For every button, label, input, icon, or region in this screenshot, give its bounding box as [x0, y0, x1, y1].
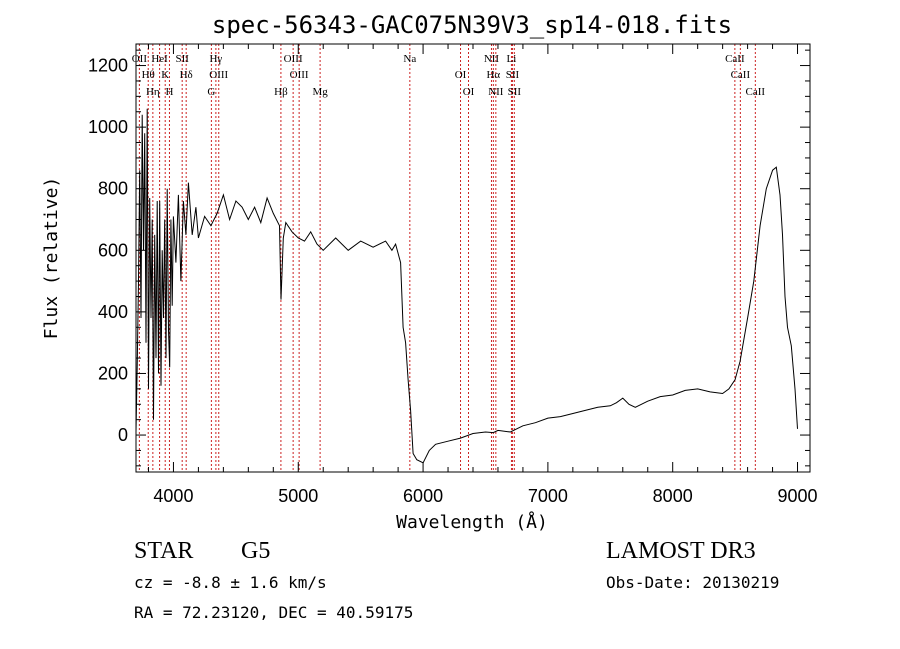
- spectral-line-label: NII: [488, 86, 504, 98]
- velocity-readout: cz = -8.8 ± 1.6 km/s: [134, 573, 327, 592]
- spectral-line-label: Hγ: [209, 53, 222, 65]
- x-tick-label: 9000: [777, 486, 817, 506]
- spectrum-series-line: [135, 108, 798, 464]
- x-axis-label: Wavelength (Å): [396, 511, 548, 533]
- survey-name: LAMOST DR3: [606, 538, 756, 564]
- spectral-line-label: SII: [508, 86, 522, 98]
- chart-title: spec-56343-GAC075N39V3_sp14-018.fits: [212, 11, 732, 39]
- spectral-line-label: CaII: [725, 53, 745, 65]
- x-tick-label: 5000: [278, 486, 318, 506]
- x-tick-label: 6000: [403, 486, 443, 506]
- spectral-line-label: CaII: [731, 69, 751, 81]
- x-tick-label: 7000: [528, 486, 568, 506]
- spectral-line-label: OIII: [209, 69, 228, 81]
- spectral-line-label: NII: [484, 53, 500, 65]
- y-axis-ticks: 0 200 400 600 800 1000 1200: [88, 49, 810, 467]
- spectral-line-label: SII: [506, 69, 520, 81]
- spectral-line-label: OIII: [284, 53, 303, 65]
- spectral-line-markers: [138, 44, 756, 472]
- x-tick-label: 8000: [653, 486, 693, 506]
- spectral-line-label: OIII: [290, 69, 309, 81]
- spectral-line-label: G: [207, 86, 215, 98]
- spectral-line-label: H: [165, 86, 173, 98]
- y-tick-label: 1200: [88, 56, 128, 76]
- spectral-line-label: Mg: [312, 86, 328, 98]
- plot-frame: [135, 43, 811, 473]
- spectral-line-label: Li: [507, 53, 517, 65]
- y-tick-label: 400: [98, 302, 128, 322]
- y-tick-label: 200: [98, 363, 128, 383]
- x-tick-label: 4000: [153, 486, 193, 506]
- spectral-line-label: OI: [455, 69, 467, 81]
- spectral-line-labels: OIIHθHηHeIKHSIIHδGHγOIIIHβOIIIOIIIMgNaOI…: [132, 53, 766, 98]
- object-subclass: G5: [241, 538, 271, 564]
- spectral-line-label: SII: [175, 53, 189, 65]
- y-tick-label: 800: [98, 179, 128, 199]
- object-class: STAR: [134, 538, 194, 564]
- spectral-line-label: OI: [463, 86, 475, 98]
- spectral-line-label: Hα: [486, 69, 500, 81]
- spectral-line-label: OII: [132, 53, 148, 65]
- spectral-line-label: Na: [403, 53, 416, 65]
- y-tick-label: 1000: [88, 117, 128, 137]
- y-axis-label: Flux (relative): [41, 177, 62, 340]
- spectral-line-label: Hθ: [142, 69, 155, 81]
- coordinates-readout: RA = 72.23120, DEC = 40.59175: [134, 603, 414, 622]
- spectral-line-label: Hη: [146, 86, 160, 98]
- spectral-line-label: Hδ: [180, 69, 193, 81]
- y-tick-label: 0: [118, 425, 128, 445]
- spectral-line-label: K: [161, 69, 169, 81]
- spectral-line-label: HeI: [151, 53, 168, 65]
- x-axis-ticks: 4000 5000 6000 7000 8000 9000: [147, 44, 818, 506]
- spectral-line-label: CaII: [746, 86, 766, 98]
- spectral-line-label: Hβ: [274, 86, 288, 98]
- y-tick-label: 600: [98, 240, 128, 260]
- observation-date: Obs-Date: 20130219: [606, 573, 780, 592]
